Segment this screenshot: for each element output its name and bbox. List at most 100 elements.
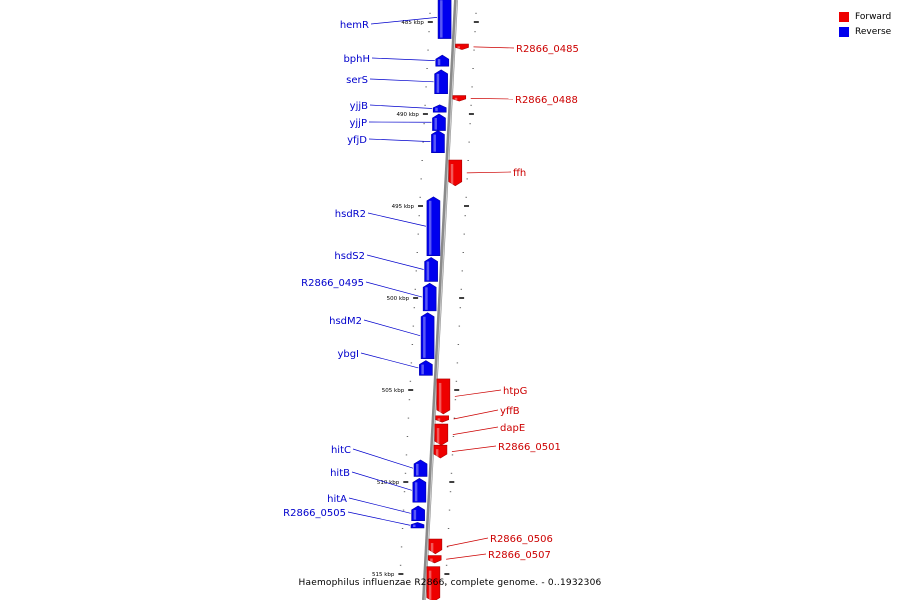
backbone-highlight: [424, 0, 458, 600]
reverse-swatch: [839, 26, 849, 37]
gene-leader-bphh: [371, 57, 435, 61]
gene-shine: [440, 0, 443, 38]
tick-label: 490 kbp: [396, 112, 419, 118]
gene-arrow-bphh: [435, 54, 450, 67]
major-tick: [408, 389, 414, 391]
minor-tick: [426, 68, 428, 69]
genome-caption: Haemophilus influenzae R2866, complete g…: [298, 578, 602, 588]
gene-label-r2866-0505: R2866_0505: [283, 508, 346, 519]
minor-tick: [406, 436, 409, 437]
gene-label-r2866-0507: R2866_0507: [488, 550, 551, 561]
minor-tick: [458, 325, 461, 327]
minor-tick: [462, 252, 464, 253]
minor-tick: [454, 399, 457, 401]
gene-shine: [438, 382, 442, 413]
gene-shine: [413, 509, 417, 520]
gene-leader-yffb: [453, 409, 499, 420]
gene-label-bphh: bphH: [343, 54, 370, 65]
gene-shine: [430, 558, 433, 562]
gene-leader-htpg: [454, 389, 502, 397]
minor-tick: [402, 509, 405, 511]
gene-label-yfjd: yfjD: [347, 135, 367, 146]
gene-shine: [457, 46, 461, 49]
gene-arrow-sers: [434, 69, 448, 95]
minor-tick: [448, 509, 451, 511]
backbone-line: [422, 0, 458, 600]
gene-leader-hsdm2: [363, 319, 421, 337]
gene-leader-ffh: [466, 171, 512, 174]
gene-leader-hitb: [351, 471, 412, 491]
minor-tick: [470, 104, 472, 106]
minor-tick: [428, 31, 430, 33]
gene-shine: [434, 118, 437, 130]
major-tick: [454, 389, 460, 391]
tick-label: 495 kbp: [392, 204, 415, 210]
gene-shine: [425, 287, 428, 310]
gene-label-r2866-0485: R2866_0485: [516, 44, 579, 55]
gene-label-dape: dapE: [500, 423, 525, 434]
minor-tick: [455, 380, 458, 382]
minor-tick: [453, 417, 456, 419]
gene-arrow-r2866-0505: [410, 522, 425, 529]
gene-shine: [435, 107, 438, 112]
minor-tick: [425, 86, 427, 88]
gene-leader-sers: [369, 78, 434, 83]
gene-leader-hsdr2: [367, 212, 427, 227]
gene-leader-hsds2: [366, 254, 424, 270]
minor-tick: [414, 288, 416, 290]
minor-tick: [447, 528, 450, 529]
gene-leader-r2866-0507: [446, 553, 487, 560]
minor-tick: [418, 215, 420, 217]
gene-leader-hitc: [352, 448, 414, 469]
gene-shine: [450, 164, 454, 185]
gene-shine: [435, 449, 439, 458]
minor-tick: [457, 344, 460, 345]
minor-tick: [399, 564, 402, 566]
minor-tick: [417, 233, 419, 235]
gene-leader-ybgi: [360, 352, 419, 369]
minor-tick: [473, 49, 475, 51]
gene-leader-yjjb: [369, 104, 433, 109]
gene-leader-hemr: [370, 17, 438, 25]
gene-arrow-hsdr2: [426, 196, 441, 256]
gene-label-r2866-0495: R2866_0495: [301, 278, 364, 289]
minor-tick: [467, 160, 469, 161]
gene-leader-hita: [348, 497, 411, 514]
minor-tick: [412, 325, 415, 327]
gene-shine: [416, 463, 419, 476]
minor-tick: [419, 196, 421, 198]
gene-arrow-yffb: [435, 415, 449, 423]
legend-reverse-label: Reverse: [855, 26, 892, 37]
major-tick: [418, 205, 424, 207]
minor-tick: [403, 491, 406, 493]
major-tick: [444, 573, 450, 575]
gene-label-yffb: yffB: [500, 406, 520, 417]
gene-label-hemr: hemR: [340, 20, 369, 31]
gene-leader-dape: [452, 426, 499, 435]
minor-tick: [449, 491, 452, 493]
minor-tick: [404, 472, 407, 474]
gene-shine: [412, 524, 416, 527]
gene-arrow-hita: [411, 505, 425, 521]
gene-label-yjjb: yjjB: [350, 101, 368, 112]
minor-tick: [400, 546, 403, 548]
minor-tick: [420, 178, 422, 180]
minor-tick: [475, 12, 477, 14]
minor-tick: [422, 141, 424, 143]
gene-label-hsds2: hsdS2: [334, 251, 365, 262]
gene-shine: [423, 316, 426, 358]
major-tick: [464, 205, 470, 207]
minor-tick: [460, 288, 462, 290]
legend-forward: Forward: [839, 9, 891, 24]
gene-arrow-r2866-0506: [428, 538, 443, 555]
gene-arrow-yfjd: [431, 130, 445, 153]
gene-shine: [436, 428, 440, 445]
gene-leader-r2866-0501: [451, 445, 497, 452]
minor-tick: [415, 270, 417, 272]
minor-tick: [401, 528, 404, 529]
legend: Forward Reverse: [839, 9, 891, 39]
gene-label-hsdm2: hsdM2: [329, 316, 362, 327]
major-tick: [427, 21, 433, 23]
major-tick: [403, 481, 409, 483]
minor-tick: [466, 178, 468, 180]
